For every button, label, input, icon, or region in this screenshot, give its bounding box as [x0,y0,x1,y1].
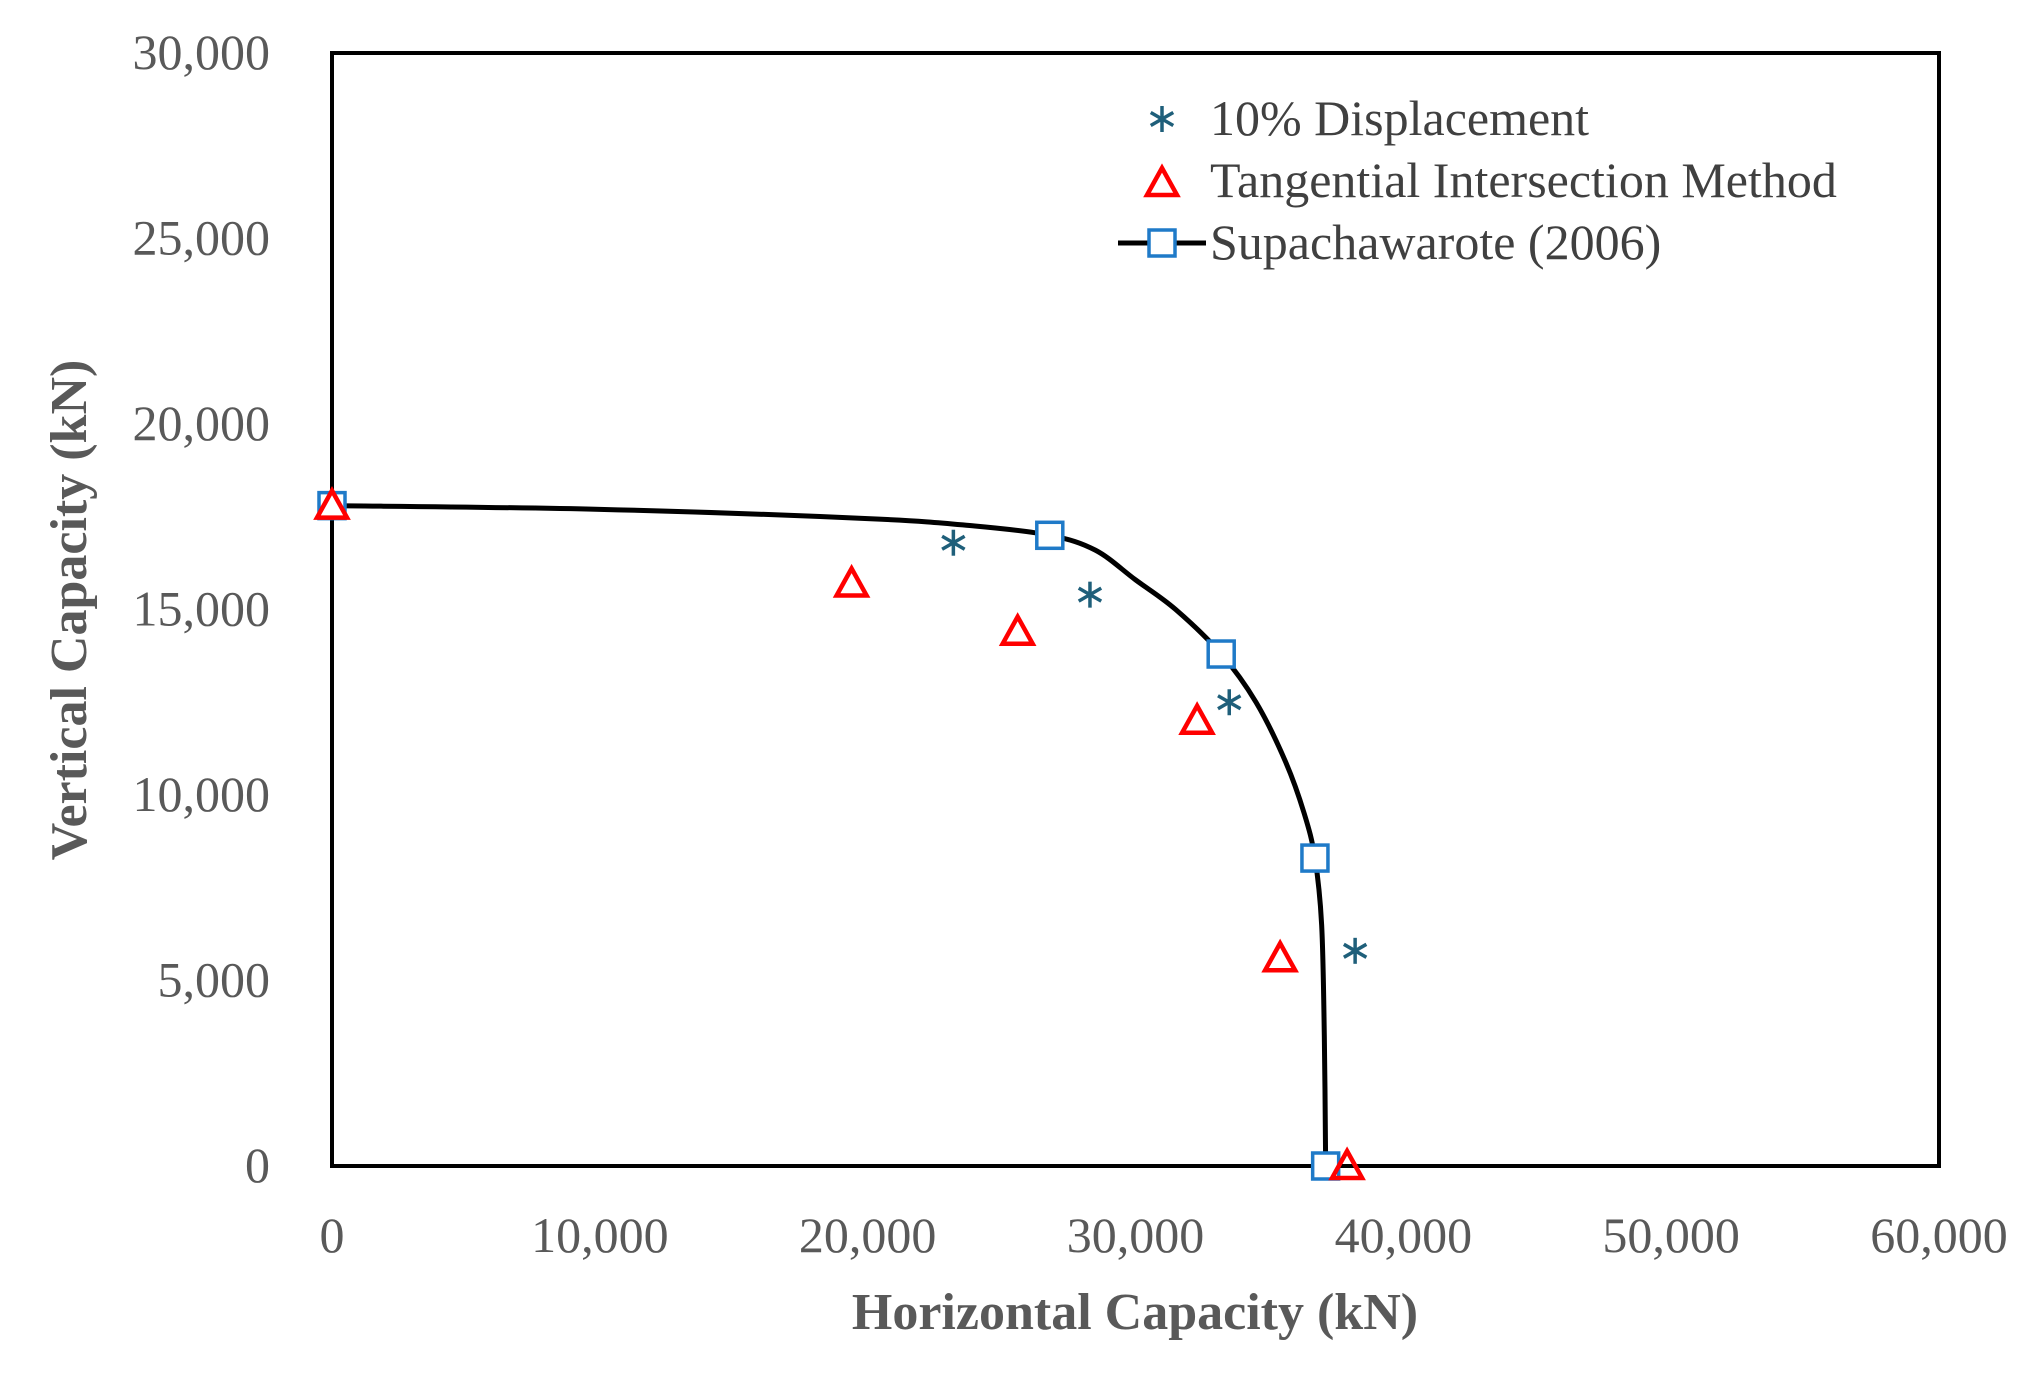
x-tick-labels: 0 10,000 20,000 30,000 40,000 50,000 60,000 [320,1207,2008,1263]
y-tick-label: 15,000 [133,581,271,637]
x-tick-label: 0 [320,1207,345,1263]
legend-marker-asterisk [1149,106,1175,132]
legend-marker-triangle [1143,163,1181,198]
marks-layer [313,485,1368,1181]
y-tick-label: 0 [245,1137,270,1193]
legend-asterisk-glyph [1149,106,1175,132]
y-axis-title: Vertical Capacity (kN) [41,360,98,861]
y-tick-label: 25,000 [133,210,271,266]
supachawarote-point [1310,1151,1341,1181]
supachawarote-point [1300,843,1330,873]
legend-item-10pct-displacement: 10% Displacement [1149,90,1589,146]
supachawarote-point [1206,639,1236,669]
x-tick-label: 40,000 [1335,1207,1473,1263]
curve-layer [331,503,1329,1167]
supachawarote-point [1035,520,1065,551]
x-tick-label: 30,000 [1067,1207,1205,1263]
x-tick-label: 20,000 [799,1207,937,1263]
displacement-point [1077,581,1103,608]
displacement-point [1342,937,1368,964]
displacement-point [1217,689,1242,716]
legend: 10% Displacement Tangential Intersection… [1118,90,1837,270]
y-tick-label: 20,000 [133,395,271,451]
tangential-point [998,612,1037,647]
y-tick-label: 10,000 [133,766,271,822]
displacement-point [941,529,966,556]
x-tick-label: 50,000 [1602,1207,1740,1263]
plot-frame [330,51,1941,1168]
tangential-point [1261,938,1299,973]
x-tick-label: 10,000 [531,1207,669,1263]
tangential-point [1328,1146,1366,1181]
legend-square-glyph [1147,228,1177,258]
legend-label-10pct-displacement: 10% Displacement [1210,90,1589,146]
y-tick-label: 30,000 [133,24,271,80]
legend-label-tangential-intersection: Tangential Intersection Method [1210,152,1837,208]
tangential-point [832,563,871,598]
y-tick-labels: 0 5,000 10,000 15,000 20,000 25,000 30,000 [133,24,271,1193]
legend-item-tangential-intersection: Tangential Intersection Method [1143,152,1837,208]
tangential-point [313,485,351,520]
legend-marker-square [1147,228,1177,258]
legend-triangle-glyph [1143,163,1181,198]
y-tick-label: 5,000 [158,952,271,1008]
plot-area [330,51,1941,1168]
supachawarote-curve [331,503,1329,1167]
legend-label-supachawarote: Supachawarote (2006) [1210,214,1661,270]
legend-item-supachawarote: Supachawarote (2006) [1118,214,1661,270]
x-axis-title: Horizontal Capacity (kN) [852,1284,1418,1341]
tangential-point [1178,701,1216,736]
x-tick-label: 60,000 [1870,1207,2008,1263]
